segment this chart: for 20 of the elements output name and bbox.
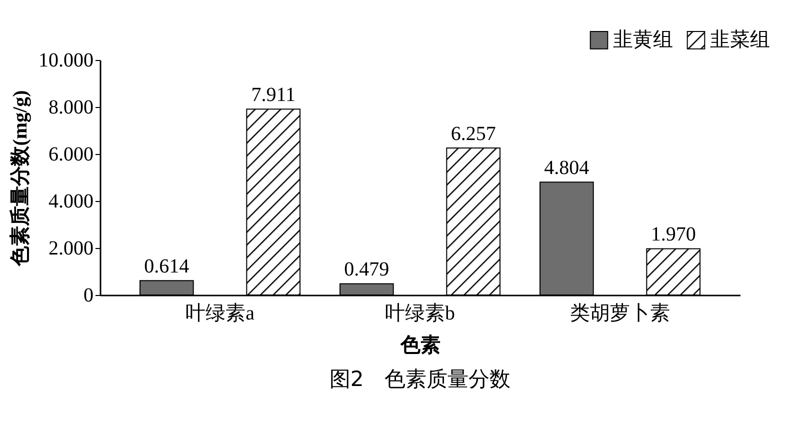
y-axis-title: 色素质量分数(mg/g)	[8, 90, 32, 267]
data-label: 7.911	[251, 84, 296, 106]
y-tick-label: 6.000	[48, 144, 94, 166]
y-tick-label: 2.000	[48, 238, 94, 260]
y-tick-label: 4.000	[48, 190, 94, 212]
text: 图2 色素质量分数	[329, 367, 511, 391]
legend-label: 韭菜组	[710, 29, 770, 52]
x-tick-label: 叶绿素a	[186, 302, 255, 324]
legend-label: 韭黄组	[613, 29, 673, 52]
data-label: 0.614	[144, 256, 190, 278]
y-tick-label: 0	[84, 284, 94, 306]
x-axis-title: 色素	[400, 334, 440, 356]
data-label: 0.479	[344, 258, 390, 281]
y-tick-label: 10.000	[38, 50, 94, 72]
x-tick-label: 叶绿素b	[385, 302, 455, 324]
x-tick-label: 类胡萝卜素	[570, 302, 670, 324]
data-label: 1.970	[650, 224, 696, 246]
data-label: 6.257	[450, 122, 496, 145]
data-label: 4.804	[544, 157, 590, 180]
y-tick-label: 8.000	[48, 96, 94, 118]
